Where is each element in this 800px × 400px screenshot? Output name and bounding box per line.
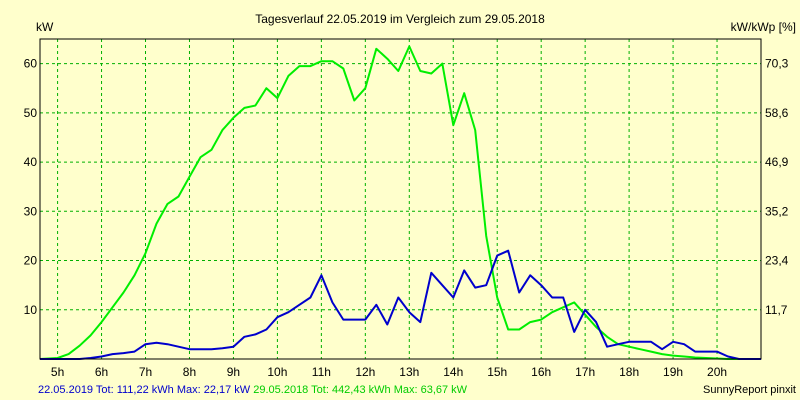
y-axis-label-left: kW (36, 20, 54, 34)
y-tick-label-right: 70,3 (765, 57, 789, 71)
x-tick-label: 11h (312, 365, 331, 379)
series-layer (39, 45, 761, 360)
legend-entry-2019: 22.05.2019 Tot: 111,22 kWh Max: 22,17 kW (38, 384, 251, 396)
x-tick-label: 12h (355, 365, 375, 379)
y-tick-label-left: 40 (24, 155, 38, 169)
y-tick-label-left: 30 (24, 204, 38, 218)
plot-area (40, 39, 761, 359)
y-tick-label-left: 60 (24, 57, 38, 71)
x-tick-label: 20h (707, 365, 727, 379)
x-tick-label: 13h (399, 365, 419, 379)
x-tick-label: 17h (575, 365, 595, 379)
grid-lines (40, 39, 761, 359)
y-tick-label-left: 20 (24, 254, 38, 268)
series-line-29.05.2018 (39, 45, 761, 360)
legend-footer: 22.05.2019 Tot: 111,22 kWh Max: 22,17 kW… (38, 384, 467, 396)
plot-border (39, 38, 762, 360)
y-tick-label-right: 35,2 (765, 204, 789, 218)
y-tick-label-right: 23,4 (765, 254, 789, 268)
chart-title: Tagesverlauf 22.05.2019 im Vergleich zum… (255, 12, 545, 26)
x-tick-label: 7h (139, 365, 152, 379)
x-tick-label: 5h (51, 365, 64, 379)
y-tick-label-right: 46,9 (765, 155, 789, 169)
y-tick-label-left: 50 (24, 106, 38, 120)
x-tick-label: 19h (663, 365, 683, 379)
x-tick-label: 8h (183, 365, 196, 379)
x-tick-label: 18h (619, 365, 639, 379)
y-tick-label-right: 11,7 (765, 303, 788, 317)
y-tick-label-left: 10 (24, 303, 38, 317)
x-tick-label: 6h (95, 365, 108, 379)
x-tick-label: 15h (487, 365, 507, 379)
x-tick-label: 14h (443, 365, 463, 379)
x-tick-label: 16h (531, 365, 551, 379)
x-tick-label: 10h (267, 365, 287, 379)
legend-entry-2018: 29.05.2018 Tot: 442,43 kWh Max: 63,67 kW (253, 384, 468, 396)
tick-labels: 5h 6h 7h 8h 9h 10h 11h 12h 13h 14h 15h 16h 17h 18h 19h… (24, 57, 789, 379)
credit-text: SunnyReport pinxit (703, 384, 796, 396)
series-line-22.05.2019 (40, 249, 761, 360)
y-axis-label-right: kW/kWp [%] (731, 20, 796, 34)
y-tick-label-right: 58,6 (765, 106, 789, 120)
x-tick-label: 9h (227, 365, 240, 379)
